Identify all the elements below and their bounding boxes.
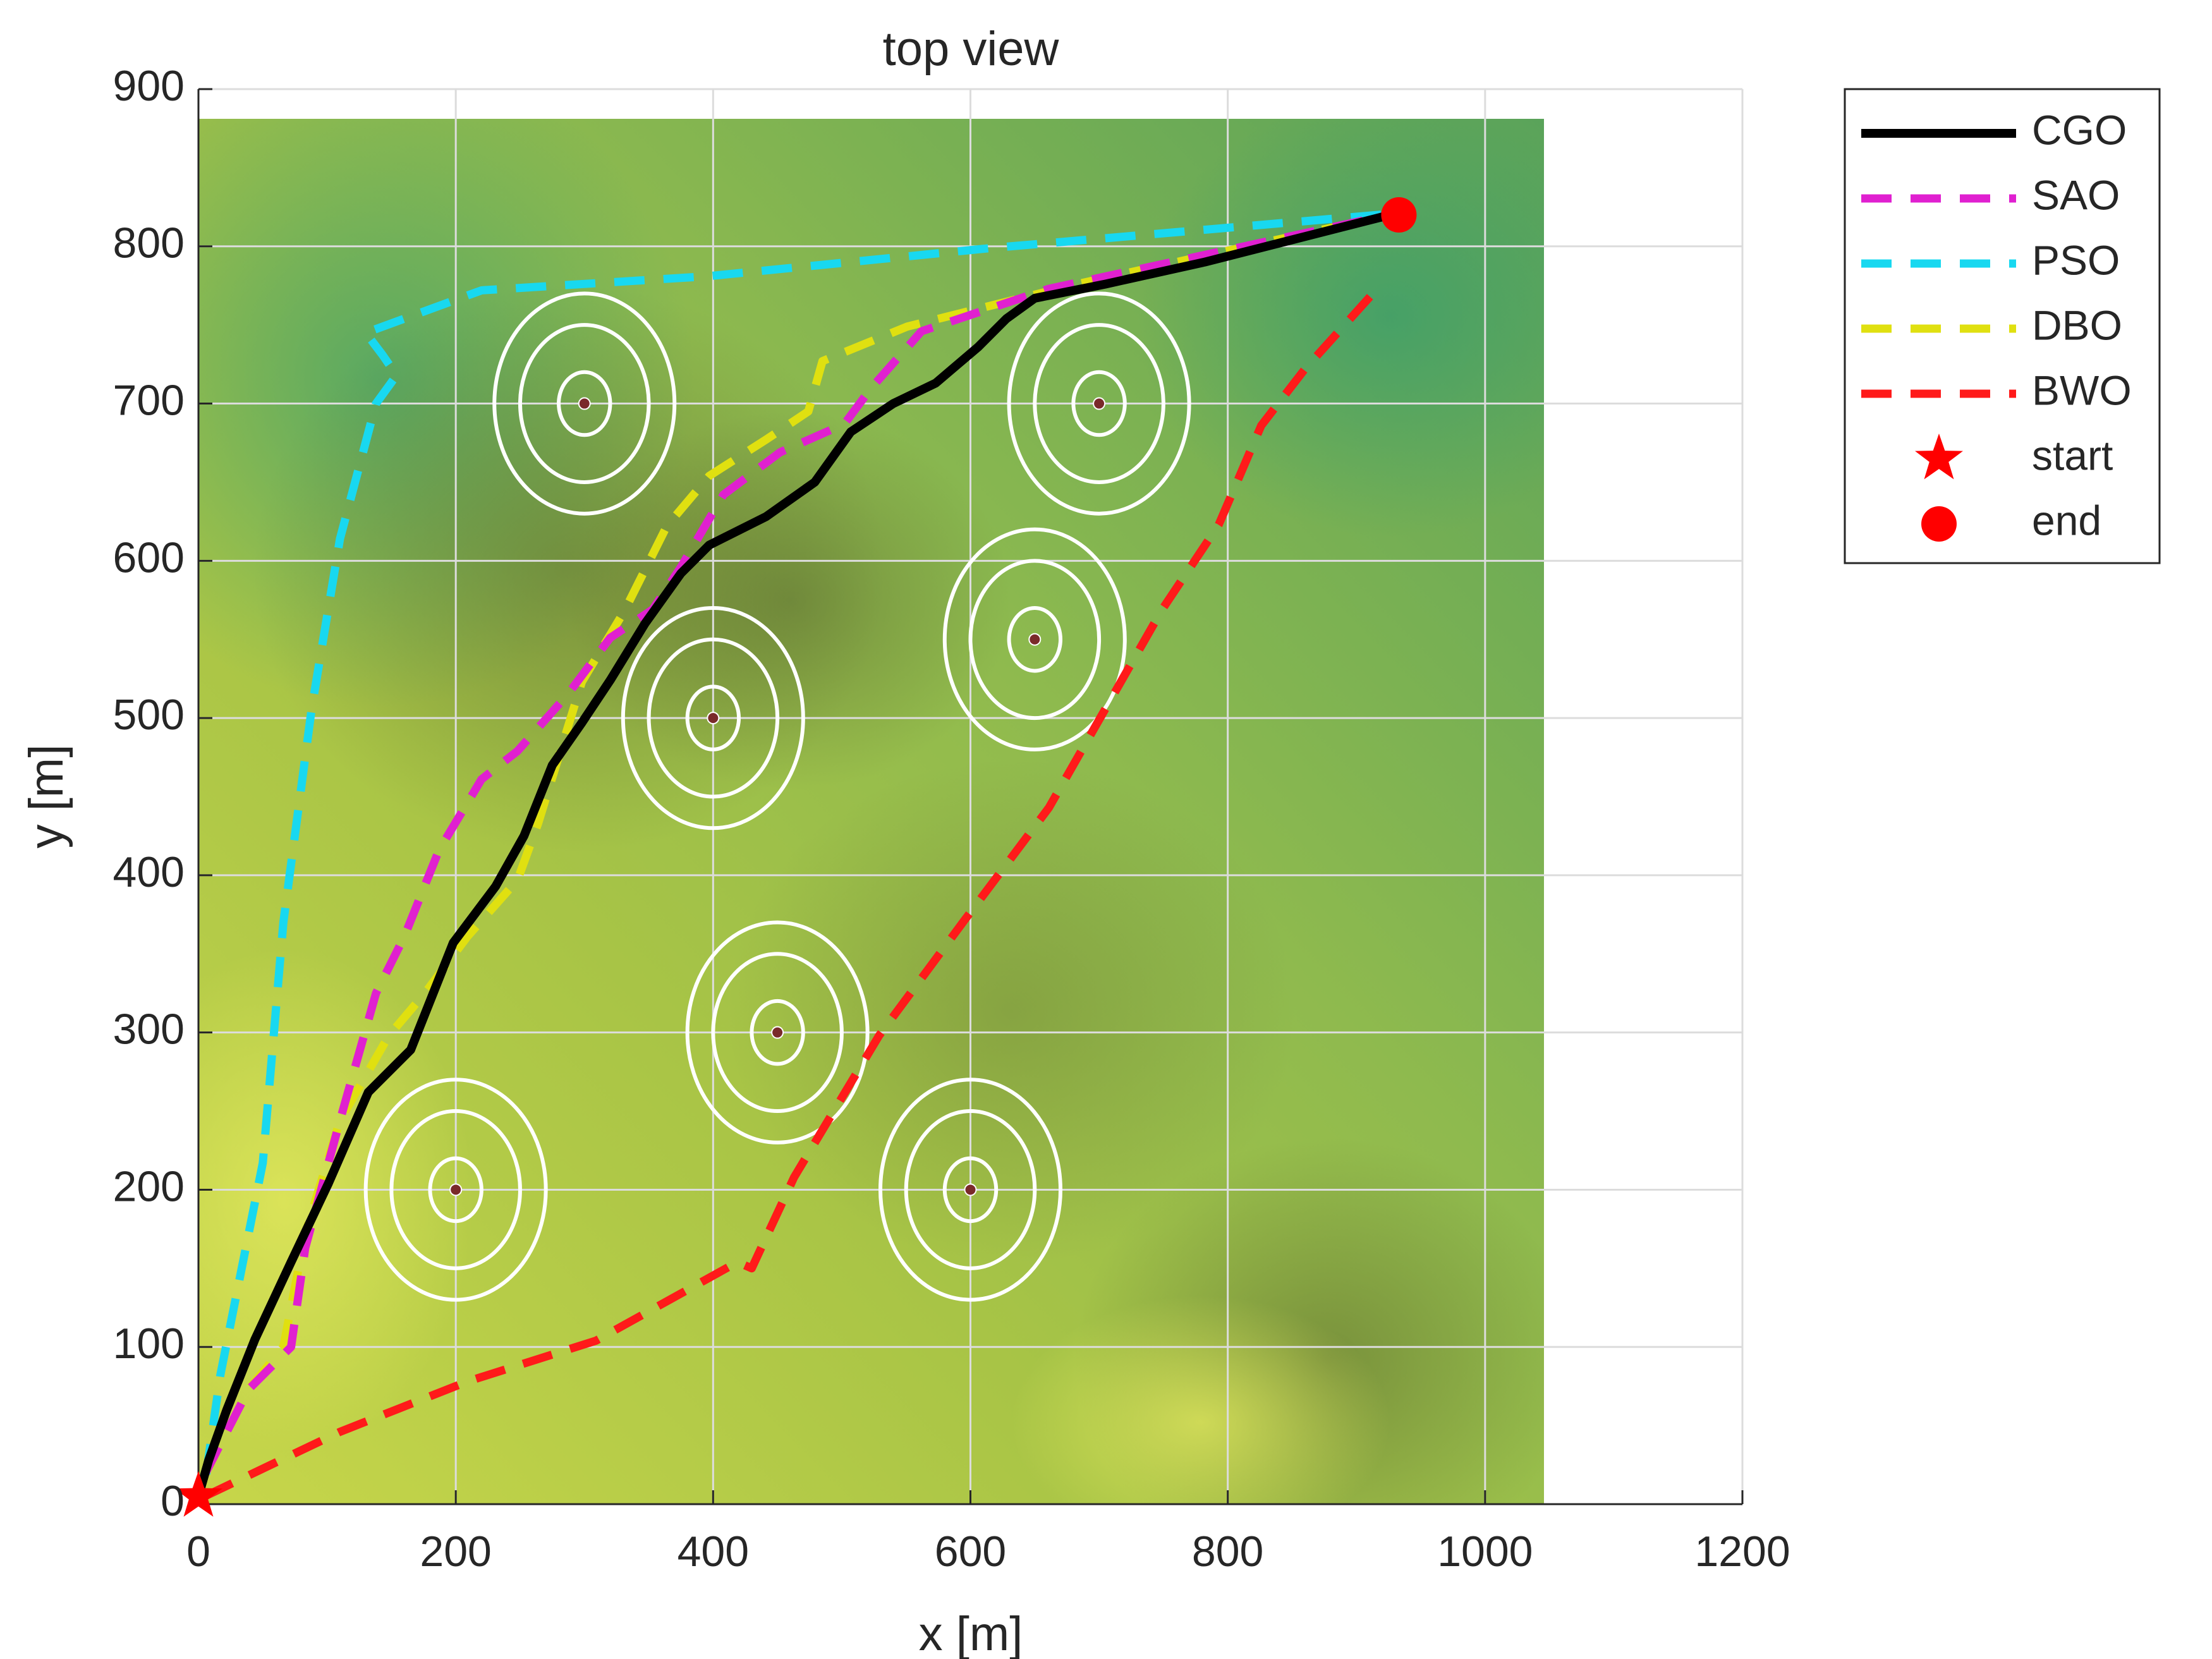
- x-tick-label: 400: [678, 1528, 749, 1576]
- threat-center: [449, 1183, 463, 1196]
- y-tick-label: 500: [113, 691, 185, 739]
- threat-ring: [518, 323, 651, 484]
- threat-ring: [492, 291, 677, 516]
- legend-label: BWO: [2032, 367, 2132, 413]
- threat-ring: [904, 1109, 1037, 1270]
- threat-center: [707, 712, 720, 725]
- plot-area: [174, 197, 1417, 1517]
- marker-star: [174, 1471, 222, 1517]
- threat-center: [964, 1183, 977, 1196]
- legend-label: CGO: [2032, 106, 2127, 153]
- series-line: [203, 288, 1379, 1500]
- legend-label: PSO: [2032, 236, 2120, 283]
- threat-ring: [621, 605, 805, 830]
- legend-box: [1844, 88, 2161, 564]
- y-tick-label: 100: [113, 1320, 185, 1368]
- series-line: [202, 209, 1397, 1475]
- threat-ring: [389, 1109, 522, 1270]
- x-tick-label: 200: [420, 1528, 491, 1576]
- threat-ring: [968, 559, 1102, 720]
- series-line: [194, 209, 1398, 1498]
- threat-ring: [428, 1156, 483, 1224]
- legend-label: SAO: [2032, 171, 2120, 218]
- threat-center: [578, 397, 591, 410]
- y-axis-label: y [m]: [20, 744, 73, 849]
- x-tick-label: 0: [186, 1528, 210, 1576]
- marker-circle: [1921, 506, 1957, 542]
- threat-ring: [1007, 605, 1063, 673]
- threat-ring: [363, 1078, 548, 1302]
- threat-ring: [750, 999, 805, 1066]
- marker-star: [1915, 434, 1963, 480]
- y-tick-label: 300: [113, 1006, 185, 1054]
- threat-ring: [685, 920, 870, 1145]
- y-tick-label: 600: [113, 533, 185, 581]
- legend-label: end: [2032, 497, 2101, 544]
- legend-label: DBO: [2032, 301, 2122, 348]
- threat-ring: [647, 637, 780, 799]
- y-tick-label: 900: [113, 62, 185, 110]
- threat-ring: [1071, 370, 1127, 437]
- threat-ring: [878, 1078, 1063, 1302]
- threat-ring: [711, 952, 844, 1114]
- x-axis-label: x [m]: [919, 1607, 1023, 1659]
- threat-ring: [942, 1156, 999, 1224]
- legend-label: start: [2032, 432, 2113, 478]
- x-tick-label: 600: [935, 1528, 1006, 1576]
- threat-ring: [685, 684, 741, 751]
- x-tick-label: 800: [1192, 1528, 1263, 1576]
- y-tick-label: 400: [113, 848, 185, 896]
- threat-ring: [942, 527, 1127, 751]
- y-tick-label: 700: [113, 377, 185, 425]
- y-tick-label: 800: [113, 219, 185, 267]
- threat-ring: [557, 370, 612, 437]
- chart-title: top view: [883, 22, 1060, 76]
- y-tick-label: 0: [161, 1477, 185, 1525]
- marker-circle: [1381, 197, 1417, 233]
- threat-center: [1093, 397, 1106, 410]
- threat-center: [1028, 633, 1042, 646]
- threat-ring: [1033, 323, 1165, 484]
- x-tick-label: 1200: [1694, 1528, 1790, 1576]
- y-tick-label: 200: [113, 1162, 185, 1210]
- legend: CGO SAO PSO DBO BWO start end: [1844, 88, 2161, 564]
- threat-center: [771, 1026, 784, 1039]
- threat-ring: [1007, 291, 1191, 516]
- x-tick-label: 1000: [1437, 1528, 1533, 1576]
